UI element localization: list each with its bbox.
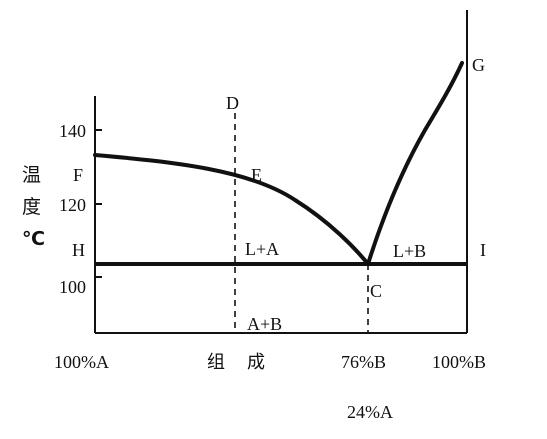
x-label-eutectic-b: 76%B (341, 352, 386, 372)
region-solid-label: A+B (247, 314, 282, 334)
point-f-label: F (73, 165, 83, 185)
x-label-middle-char-2: 成 (247, 352, 265, 373)
x-label-right: 100%B (432, 352, 486, 372)
point-h-label: H (72, 240, 85, 260)
y-label-char-2: 度 (22, 196, 41, 218)
point-c-label: C (370, 281, 382, 301)
tick-label-100: 100 (59, 277, 86, 297)
x-label-left: 100%A (54, 352, 109, 372)
region-liquid-a-label: L+A (245, 239, 279, 259)
point-g-label: G (472, 55, 485, 75)
region-liquid-b-label: L+B (393, 241, 426, 261)
tick-label-120: 120 (59, 195, 86, 215)
liquidus-a-curve (93, 153, 370, 266)
point-e-label: E (251, 165, 262, 185)
y-label-char-3: ℃ (22, 228, 45, 250)
x-label-middle-char-1: 组 (207, 352, 225, 373)
liquidus-b-curve (366, 61, 464, 266)
y-label-char-1: 温 (22, 164, 41, 186)
tick-label-140: 140 (59, 121, 86, 141)
point-d-label: D (226, 93, 239, 113)
x-label-eutectic-a: 24%A (347, 402, 393, 422)
point-i-label: I (480, 240, 486, 260)
